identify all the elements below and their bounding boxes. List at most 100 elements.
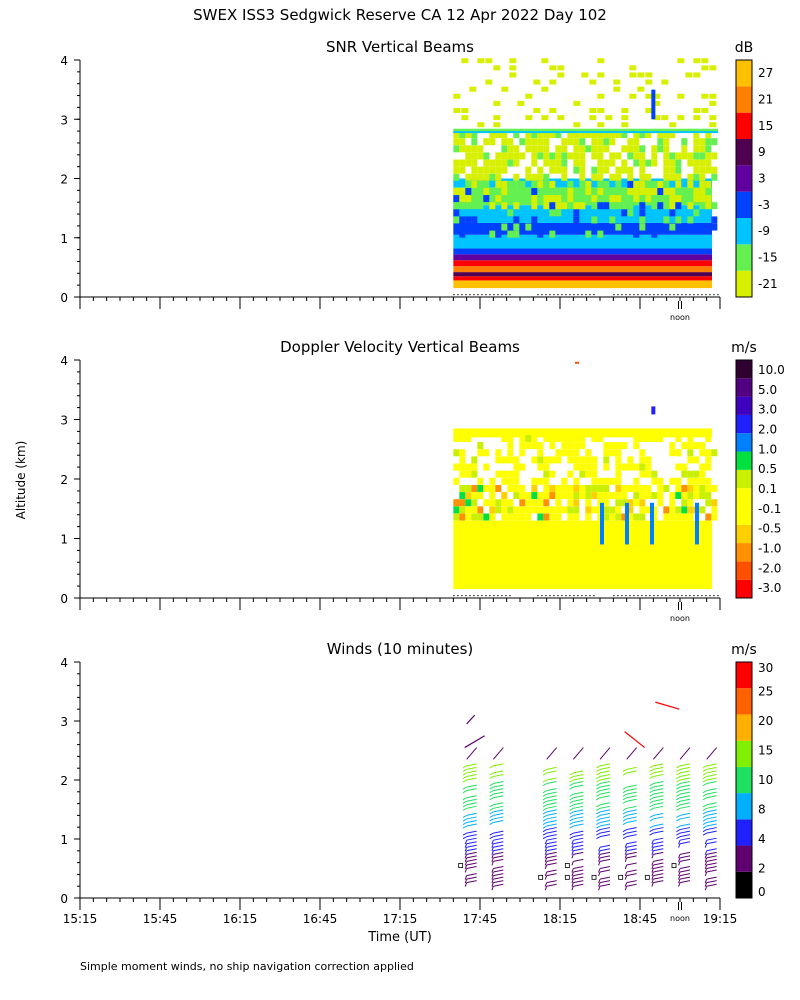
snr-cell (513, 180, 520, 188)
velocity-cell (573, 434, 580, 442)
coverage-dot (633, 595, 635, 597)
wind-barb (649, 814, 654, 818)
velocity-cell (507, 484, 514, 492)
snr-cell (573, 122, 581, 128)
velocity-cell (507, 442, 514, 450)
colorbar-swatch (736, 433, 752, 452)
coverage-dot (481, 294, 483, 296)
velocity-cell (621, 499, 628, 507)
wind-barb (679, 866, 691, 869)
coverage-dot (613, 294, 615, 296)
velocity-cell (699, 442, 706, 450)
wind-barb (466, 819, 477, 823)
colorbar-label: 3 (758, 172, 766, 186)
wind-barb (573, 851, 584, 855)
wind-barb (489, 776, 494, 779)
panel-title: SNR Vertical Beams (326, 38, 474, 56)
velocity-cell (591, 456, 598, 464)
wind-barb (649, 772, 654, 776)
coverage-dot (673, 595, 675, 597)
snr-cell (661, 79, 669, 85)
colorbar-swatch (736, 793, 752, 820)
snr-cell (519, 180, 526, 188)
wind-barb (706, 773, 717, 777)
wind-barb (571, 868, 574, 873)
coverage-dot (625, 294, 627, 296)
wind-barb (676, 793, 681, 797)
snr-cell (489, 173, 496, 181)
wind-barb (679, 873, 691, 877)
velocity-cell (531, 499, 538, 507)
velocity-cell (555, 484, 562, 492)
velocity-cell (711, 513, 718, 521)
colorbar-label: 0 (758, 885, 766, 899)
wind-barb (466, 798, 477, 802)
colorbar-label: 10.0 (758, 363, 785, 377)
velocity-cell (603, 463, 610, 471)
wind-barb (464, 864, 468, 870)
snr-cell (675, 202, 682, 210)
snr-cell (597, 159, 604, 167)
snr-cell (471, 159, 478, 167)
coverage-dot (461, 294, 463, 296)
wind-barb (489, 793, 494, 797)
colorbar-label: 15 (758, 744, 773, 758)
velocity-cell (483, 449, 490, 457)
wind-barb (491, 840, 494, 845)
snr-cell (513, 173, 520, 181)
velocity-cell (459, 499, 466, 507)
velocity-cell (513, 456, 520, 464)
wind-barb (462, 825, 467, 829)
velocity-cell (507, 513, 514, 521)
wind-missing-marker (564, 863, 570, 868)
wind-barb (598, 854, 601, 859)
velocity-cell (585, 499, 592, 507)
wind-barb (679, 766, 691, 770)
coverage-dot (465, 595, 467, 597)
snr-cell (669, 122, 677, 128)
wind-barb (599, 766, 611, 770)
wind-barb (569, 776, 574, 779)
colorbar-label: 0.1 (758, 482, 777, 496)
coverage-dot (557, 294, 559, 296)
snr-cell (483, 159, 490, 167)
snr-cell (555, 202, 562, 210)
snr-cell (459, 216, 466, 224)
wind-barb (573, 869, 584, 873)
velocity-cell (687, 456, 694, 464)
velocity-cell (543, 463, 550, 471)
wind-barb (546, 848, 557, 852)
velocity-cell (567, 513, 574, 521)
wind-barb (493, 876, 504, 880)
velocity-cell (567, 484, 574, 492)
snr-cell (705, 145, 712, 153)
wind-barb (676, 829, 681, 833)
snr-cell (701, 58, 709, 64)
snr-layer (453, 131, 718, 134)
snr-cell (657, 145, 664, 153)
wind-barb (679, 880, 691, 884)
wind-barb (678, 878, 681, 884)
coverage-dot (621, 595, 623, 597)
wind-barb (649, 790, 654, 794)
wind-barb (493, 869, 504, 873)
snr-cell (561, 152, 568, 160)
coverage-dot (669, 595, 671, 597)
snr-cell (543, 138, 550, 146)
wind-barb (599, 747, 611, 760)
coverage-dot (477, 294, 479, 296)
snr-cell (627, 138, 634, 146)
snr-cell (459, 159, 466, 167)
velocity-cell (591, 434, 598, 442)
velocity-cell (465, 492, 472, 500)
snr-cell (477, 180, 484, 188)
wind-barb (598, 861, 601, 866)
velocity-cell (549, 456, 556, 464)
snr-cell (687, 180, 694, 188)
velocity-cell (609, 442, 616, 450)
wind-barb (466, 851, 477, 855)
velocity-cell (567, 442, 574, 450)
velocity-cell (687, 470, 694, 478)
wind-barb (546, 802, 557, 806)
coverage-dot (637, 294, 639, 296)
